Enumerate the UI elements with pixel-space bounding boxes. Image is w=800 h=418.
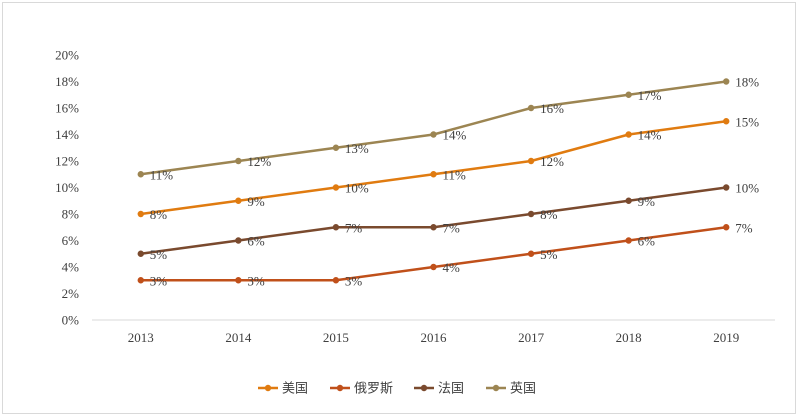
data-point [332,224,340,231]
data-point [625,197,632,204]
data-point [430,131,437,138]
data-label: 12% [540,154,564,169]
x-tick-label: 2015 [323,330,349,345]
data-label: 9% [638,194,656,209]
data-point [235,197,242,204]
data-label: 10% [735,181,759,196]
data-label: 11% [443,167,467,182]
legend-item: 俄罗斯 [330,381,393,396]
data-label: 3% [345,273,363,288]
y-tick-label: 16% [55,101,79,116]
y-tick-label: 6% [62,233,80,248]
x-tick-label: 2013 [128,330,154,345]
chart-frame [2,2,796,414]
legend-item: 美国 [258,381,308,396]
x-tick-label: 2019 [713,330,739,345]
data-point [625,131,632,138]
y-tick-label: 20% [55,48,79,63]
data-point [332,277,340,284]
series-4: 11% 12% 13% 14% 16% 17% 18% [137,75,759,182]
data-label: 6% [638,234,656,249]
y-tick-label: 8% [62,207,80,222]
legend: 美国 俄罗斯 法国 英国 [258,381,536,396]
series-3: 5% 6% 7% 7% 8% 9% 10% [137,181,759,262]
legend-item: 法国 [414,381,464,396]
data-point [235,237,242,244]
y-tick-label: 12% [55,154,79,169]
data-label: 7% [345,220,363,235]
y-tick-label: 14% [55,127,79,142]
data-point [137,210,144,218]
series-2: 3% 3% 3% 4% 5% 6% 7% [137,220,753,288]
data-label: 5% [150,247,168,262]
legend-label: 美国 [282,381,308,396]
legend-item: 英国 [486,381,536,396]
data-point [625,237,632,244]
data-point [235,277,242,284]
data-point [527,157,535,165]
legend-swatch-marker [420,384,428,392]
data-point [137,171,144,178]
x-tick-label: 2017 [518,330,545,345]
y-tick-label: 18% [55,74,79,89]
data-label: 9% [247,194,265,209]
data-point [723,78,730,85]
data-point [137,277,144,284]
x-tick-label: 2014 [225,330,252,345]
legend-label: 俄罗斯 [354,381,393,396]
x-tick-label: 2016 [421,330,448,345]
data-label: 8% [540,207,558,222]
legend-swatch-marker [264,384,272,392]
y-tick-label: 10% [55,180,79,195]
data-point [235,157,242,165]
data-label: 12% [247,154,271,169]
data-point [332,144,340,151]
data-label: 13% [345,141,369,156]
legend-swatch-marker [492,384,500,392]
data-point [332,184,340,191]
data-point [723,224,730,231]
data-label: 15% [735,114,759,129]
legend-swatch-marker [336,384,344,392]
data-label: 8% [150,207,168,222]
data-label: 6% [247,234,265,249]
data-label: 7% [443,220,461,235]
data-point [430,224,437,231]
data-label: 3% [247,273,265,288]
data-point [625,91,632,98]
data-label: 4% [443,260,461,275]
data-point [137,250,144,257]
data-point [430,171,437,178]
series-layer: 8% 9% 10% 11% 12% 14% 15% 3% 3% 3% 4% 5% 6% 7% 5% 6% 7% 7… [137,75,759,288]
data-label: 10% [345,181,369,196]
data-label: 11% [150,167,174,182]
data-point [430,263,437,271]
data-label: 17% [638,88,662,103]
legend-label: 英国 [510,381,536,396]
y-axis: 0% 2% 4% 6% 8% 10% 12% 14% 16% 18% 20% [55,48,79,328]
data-label: 18% [735,75,759,90]
data-label: 14% [443,128,467,143]
y-tick-label: 0% [62,313,80,328]
y-tick-label: 2% [62,286,80,301]
data-point [527,104,535,112]
data-label: 16% [540,101,564,116]
data-label: 3% [150,273,168,288]
x-axis: 2013 2014 2015 2016 2017 2018 2019 [92,319,775,345]
y-tick-label: 4% [62,260,80,275]
data-point [723,118,730,125]
data-label: 7% [735,220,753,235]
x-tick-label: 2018 [616,330,642,345]
series-1: 8% 9% 10% 11% 12% 14% 15% [137,114,759,222]
data-label: 5% [540,247,558,262]
data-label: 14% [638,128,662,143]
data-point [723,184,730,191]
legend-label: 法国 [438,381,464,396]
data-point [527,210,535,218]
data-point [527,250,535,257]
